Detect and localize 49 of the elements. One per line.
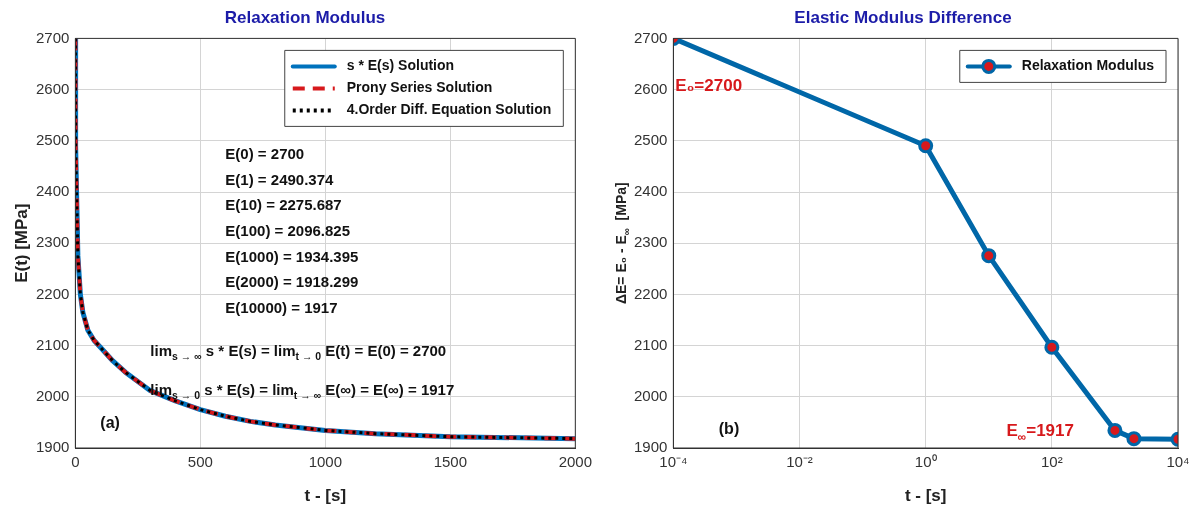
y-tick-label: 1900	[633, 438, 668, 456]
annotation: E₀=2700	[675, 76, 743, 96]
x-tick-label: 10⁻²	[786, 453, 813, 471]
annotation: E(1000) = 1934.395	[225, 247, 359, 265]
chart-title: Relaxation Modulus	[224, 7, 386, 27]
y-tick-label: 2400	[35, 182, 70, 200]
y-tick-label: 2700	[35, 28, 70, 46]
x-tick-label: 10⁰	[914, 453, 937, 471]
legend-label: 4.Order Diff. Equation Solution	[346, 101, 552, 118]
y-tick-label: 2700	[633, 28, 668, 46]
y-tick-label: 2200	[35, 284, 70, 302]
y-tick-label: 2200	[633, 284, 668, 302]
y-tick-label: 2000	[35, 386, 70, 404]
legend-label: s * E(s) Solution	[346, 57, 455, 74]
x-tick-label: 10²	[1041, 453, 1063, 471]
y-tick-label: 2600	[633, 79, 668, 97]
y-tick-label: 2100	[35, 335, 70, 353]
x-tick-label: 1000	[308, 453, 343, 471]
x-tick-label: 10⁻⁴	[659, 453, 688, 471]
y-tick-label: 2100	[633, 335, 668, 353]
y-tick-label: 2400	[633, 182, 668, 200]
y-tick-label: 2300	[35, 233, 70, 251]
annotation: (b)	[718, 419, 740, 437]
annotation: E∞=1917	[1006, 421, 1074, 444]
y-tick-label: 1900	[35, 438, 70, 456]
x-tick-label: 500	[187, 453, 213, 471]
legend-label: Relaxation Modulus	[1021, 57, 1155, 74]
x-tick-label: 0	[71, 453, 80, 471]
x-tick-label: 1500	[433, 453, 468, 471]
annotation: E(100) = 2096.825	[225, 222, 351, 240]
y-tick-label: 2600	[35, 79, 70, 97]
y-tick-label: 2000	[633, 386, 668, 404]
chart-title: Elastic Modulus Difference	[794, 7, 1012, 27]
annotation: E(10000) = 1917	[225, 298, 338, 316]
annotation: E(0) = 2700	[225, 145, 305, 163]
annotation: E(10) = 2275.687	[225, 196, 342, 214]
annotation: E(1) = 2490.374	[225, 170, 335, 188]
x-tick-label: 2000	[558, 453, 592, 471]
y-tick-label: 2500	[35, 130, 70, 148]
y-axis-title: ΔE= E₀ - E∞ [MPa]	[612, 182, 632, 305]
y-axis-title: E(t) [MPa]	[11, 203, 31, 283]
y-tick-label: 2300	[633, 233, 668, 251]
x-tick-label: 10⁴	[1166, 453, 1190, 471]
y-tick-label: 2500	[633, 130, 668, 148]
annotation: (a)	[100, 413, 120, 431]
x-axis-title: t - [s]	[304, 485, 347, 505]
x-axis-title: t - [s]	[904, 485, 947, 505]
legend-label: Prony Series Solution	[346, 79, 493, 96]
annotation: E(2000) = 1918.299	[225, 273, 359, 291]
